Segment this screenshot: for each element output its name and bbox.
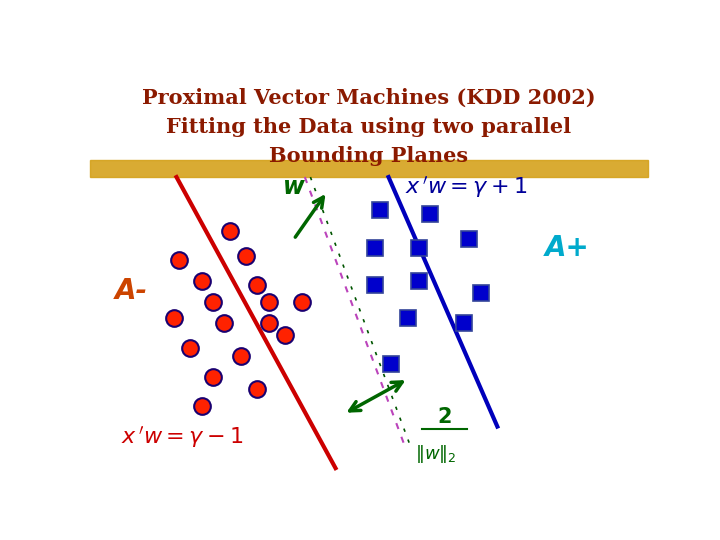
Text: $x^{\,\prime}w = \gamma + 1$: $x^{\,\prime}w = \gamma + 1$ (405, 175, 528, 200)
Text: A-: A- (115, 278, 148, 306)
Text: $x^{\,\prime}w = \gamma - 1$: $x^{\,\prime}w = \gamma - 1$ (121, 424, 243, 450)
Text: w: w (283, 176, 305, 199)
Text: $\|w\|_2$: $\|w\|_2$ (415, 443, 456, 465)
Text: Fitting the Data using two parallel: Fitting the Data using two parallel (166, 117, 572, 137)
Text: Proximal Vector Machines (KDD 2002): Proximal Vector Machines (KDD 2002) (142, 87, 596, 107)
Bar (90, 160, 648, 177)
Text: Bounding Planes: Bounding Planes (269, 146, 469, 166)
Text: 2: 2 (437, 407, 451, 427)
Text: A+: A+ (545, 234, 590, 262)
